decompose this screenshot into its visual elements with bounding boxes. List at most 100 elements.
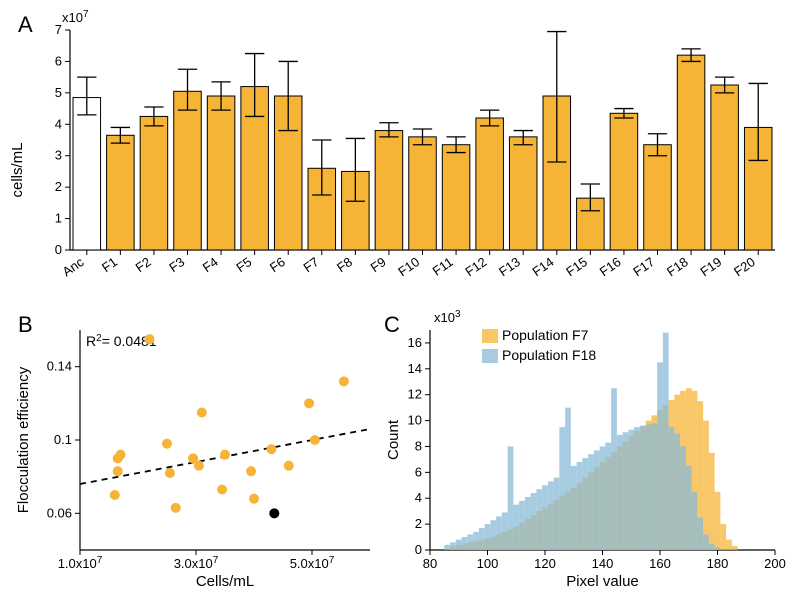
panel-a-bar [711,85,739,250]
svg-text:7: 7 [55,22,62,37]
panel-a-xtick: F9 [368,254,389,275]
svg-text:4: 4 [55,116,62,131]
svg-text:1.0x107: 1.0x107 [58,555,103,572]
panel-c-legend: Population F7 Population F18 [482,327,596,363]
panel-c-y-title: Count [385,419,402,460]
panel-a-bar [207,96,235,250]
panel-c-y-exponent: x103 [434,309,461,326]
svg-text:0.06: 0.06 [47,505,72,520]
svg-text:0.1: 0.1 [54,432,72,447]
panel-a-bar [476,118,504,250]
panel-b-point [171,503,181,513]
svg-text:0.14: 0.14 [47,359,72,374]
panel-a-xtick: F18 [664,254,691,279]
panel-a-bar [610,113,638,250]
panel-c-label: C [384,312,400,337]
svg-text:80: 80 [423,556,437,571]
panel-b-point [110,490,120,500]
panel-a-xtick: F14 [530,254,557,279]
legend-label: Population F7 [502,327,589,343]
panel-a-xtick: F6 [267,254,288,275]
svg-text:14: 14 [408,361,422,376]
panel-b-point [220,450,230,460]
svg-text:6: 6 [55,53,62,68]
svg-text:10: 10 [408,413,422,428]
svg-text:120: 120 [534,556,556,571]
panel-a-bar [174,91,202,250]
panel-b-anc-point [269,508,279,518]
svg-text:140: 140 [592,556,614,571]
svg-text:12: 12 [408,387,422,402]
svg-text:0: 0 [415,542,422,557]
svg-text:2: 2 [55,179,62,194]
panel-a-xtick: F8 [334,254,355,275]
legend-label: Population F18 [502,347,596,363]
panel-a-xtick: F17 [630,254,657,279]
panel-b-point [116,450,126,460]
panel-b-point [197,408,207,418]
panel-c-hist [444,333,720,550]
panel-a-xtick: F12 [462,254,489,279]
panel-a-bar [442,145,470,250]
panel-a-xtick: F20 [731,254,758,279]
svg-text:3: 3 [55,148,62,163]
panel-a-xtick: F4 [200,254,221,275]
panel-a-xtick: F1 [99,254,120,275]
panel-b-point [304,398,314,408]
panel-b-point [194,461,204,471]
panel-b-point [249,494,259,504]
panel-a-xtick: F2 [133,254,154,275]
panel-a-xtick: F15 [563,254,590,279]
panel-a-xtick: F11 [430,254,456,279]
panel-c-x-title: Pixel value [566,573,639,590]
panel-b-point [310,435,320,445]
panel-b-x-title: Cells/mL [196,573,254,590]
svg-text:1: 1 [55,211,62,226]
svg-text:8: 8 [415,438,422,453]
legend-swatch [482,349,498,363]
panel-b-point [162,439,172,449]
panel-a-xtick: F3 [166,254,187,275]
panel-b-point [113,466,123,476]
panel-b-label: B [18,312,33,337]
svg-text:6: 6 [415,464,422,479]
panel-a-bar [509,137,537,250]
panel-a-bar [409,137,437,250]
panel-b-point [165,468,175,478]
svg-text:100: 100 [477,556,499,571]
panel-a-xtick: F16 [597,254,624,279]
panel-a-bar [107,135,135,250]
panel-a-xtick: F5 [233,254,254,275]
panel-a-xtick: F19 [697,254,724,279]
panel-a-bar [73,98,101,250]
svg-text:5.0x107: 5.0x107 [290,555,335,572]
svg-text:200: 200 [764,556,786,571]
svg-text:0: 0 [55,242,62,257]
svg-text:180: 180 [707,556,729,571]
legend-swatch [482,329,498,343]
panel-b-point [266,444,276,454]
panel-a-xtick: F7 [300,254,321,275]
svg-text:160: 160 [649,556,671,571]
panel-b-point [145,334,155,344]
panel-b-y-title: Flocculation efficiency [15,366,32,513]
svg-text:2: 2 [415,516,422,531]
svg-text:3.0x107: 3.0x107 [174,555,219,572]
panel-b-point [339,376,349,386]
panel-a-xtick: Anc [60,254,87,279]
svg-text:4: 4 [415,490,422,505]
panel-a-xtick: F10 [395,254,422,279]
panel-a-label: A [18,12,33,37]
panel-a-bar [375,131,403,250]
panel-a-y-exponent: x107 [62,9,89,26]
panel-b-point [217,485,227,495]
panel-a-xtick: F13 [496,254,523,279]
panel-a-y-title: cells/mL [9,142,26,197]
svg-text:5: 5 [55,85,62,100]
panel-a-bar [644,145,672,250]
panel-a-bar [140,116,168,250]
panel-b-point [284,461,294,471]
panel-b-point [246,466,256,476]
svg-text:16: 16 [408,335,422,350]
panel-a-bar [677,55,705,250]
